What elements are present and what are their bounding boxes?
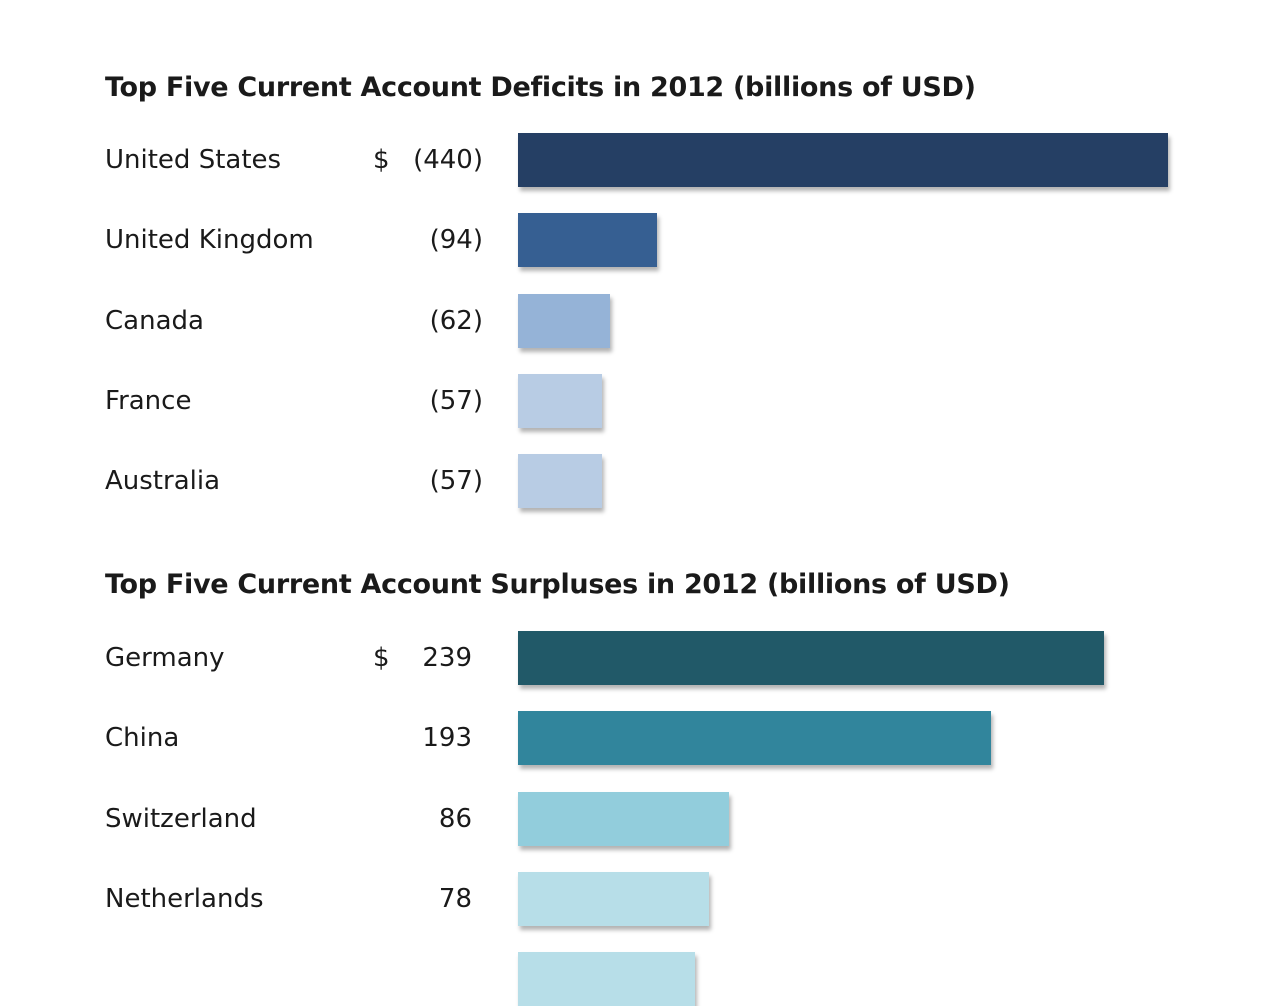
bar [518,293,610,348]
category-label: Australia [105,466,221,497]
category-label: Switzerland [105,803,257,834]
bar [518,952,695,1006]
bar [518,373,603,428]
currency-symbol: $ [373,643,390,673]
category-label: United States [105,145,282,175]
category-label: China [105,723,180,754]
category-label: France [105,385,192,416]
bar [518,711,992,766]
data-label: (94) [429,225,483,256]
chart-title: Top Five Current Account Deficits in 201… [105,72,976,103]
data-label: 78 [438,883,472,914]
category-label: Canada [105,305,204,336]
data-label: (440) [413,145,483,175]
bar [518,791,729,846]
bar [518,871,710,926]
bar [518,213,657,268]
data-label: 239 [422,643,472,673]
bar [518,454,603,509]
data-label: (57) [429,385,483,416]
chart-title: Top Five Current Account Surpluses in 20… [105,569,1010,600]
data-label: 86 [438,803,472,834]
currency-symbol: $ [373,145,390,175]
bar [518,133,1168,187]
category-label: Germany [105,643,225,673]
category-label: United Kingdom [105,225,314,256]
data-label: (57) [429,466,483,497]
data-label: 193 [422,723,472,754]
category-label: Netherlands [105,883,264,914]
data-label: (62) [429,305,483,336]
bar [518,631,1104,685]
